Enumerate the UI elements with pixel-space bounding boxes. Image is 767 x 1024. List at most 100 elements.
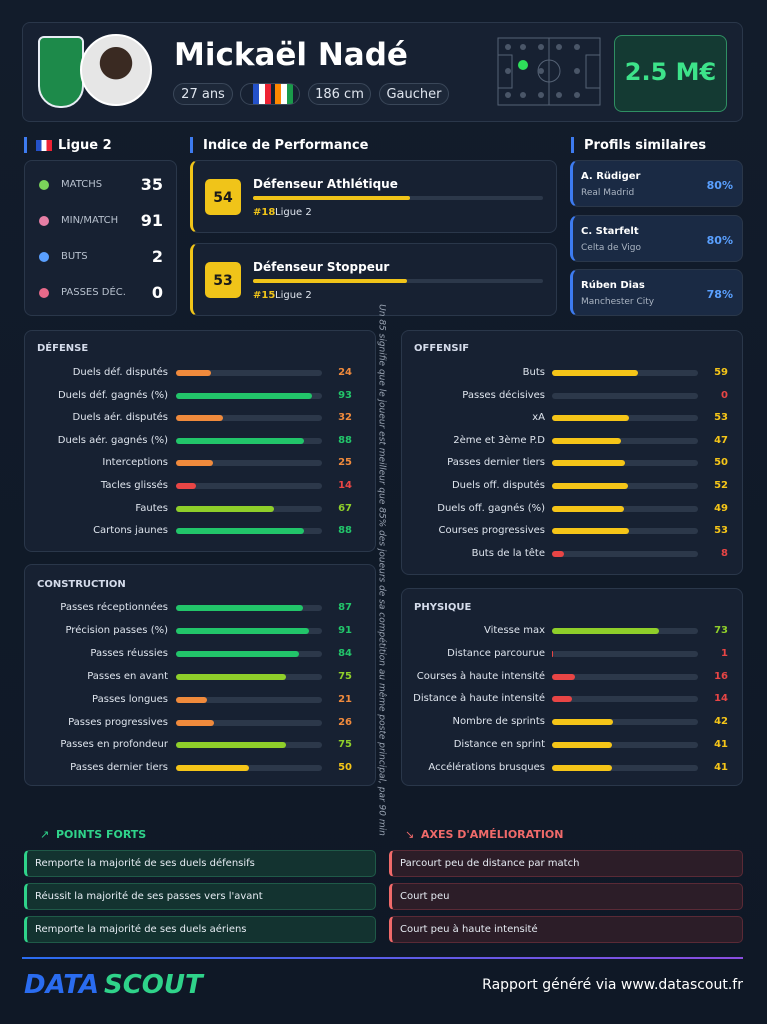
metric-value: 53 xyxy=(714,412,728,424)
metric-label: Passes dernier tiers xyxy=(447,457,545,469)
footer-text: Rapport généré via www.datascout.fr xyxy=(482,977,743,993)
metric-bar xyxy=(176,528,305,535)
metric-track xyxy=(176,415,322,422)
metric-value: 0 xyxy=(721,389,728,401)
metric-value: 32 xyxy=(338,412,352,424)
similar-card xyxy=(570,160,743,207)
metric-label: Passes en avant xyxy=(87,670,168,682)
similar-club: Manchester City xyxy=(581,297,655,307)
metric-value: 91 xyxy=(338,624,352,636)
metric-label: Passes réceptionnées xyxy=(60,602,168,613)
metric-track xyxy=(176,650,322,657)
metric-value: 41 xyxy=(714,739,728,750)
metric-bar xyxy=(552,415,630,422)
list-item xyxy=(389,850,743,877)
metric-track xyxy=(552,528,698,535)
perf-bar xyxy=(253,196,410,200)
metric-track xyxy=(176,528,322,535)
metric-label: Duels off. disputés xyxy=(451,480,545,491)
metric-label: Passes dernier tiers xyxy=(70,762,168,774)
metric-bar xyxy=(176,742,286,749)
stat-label: BUTS xyxy=(61,251,88,262)
metric-bar xyxy=(552,460,625,467)
metric-bar xyxy=(552,628,659,634)
similar-club: Celta de Vigo xyxy=(581,242,642,253)
metric-value: 50 xyxy=(714,457,728,469)
metric-label: Passes réussies xyxy=(90,647,168,659)
perf-bar xyxy=(253,279,407,283)
similar-club: Real Madrid xyxy=(581,188,635,198)
stat-icon xyxy=(39,216,49,226)
stat-card-title: CONSTRUCTION xyxy=(37,579,126,590)
metric-label: Duels aér. gagnés (%) xyxy=(57,434,168,446)
stat-label: PASSES DÉC. xyxy=(61,287,126,298)
metric-label: Duels déf. gagnés (%) xyxy=(57,389,168,401)
section-title: Ligue 2 xyxy=(58,138,112,153)
metric-bar xyxy=(552,719,614,726)
metric-label: Accélérations brusques xyxy=(428,761,545,773)
metric-value: 73 xyxy=(714,625,728,636)
metric-value: 25 xyxy=(338,457,352,469)
section-title: Profils similaires xyxy=(584,138,707,153)
metric-value: 26 xyxy=(338,716,352,728)
metric-label: Distance en sprint xyxy=(453,739,545,750)
metric-label: Passes longues xyxy=(92,693,168,705)
metric-track xyxy=(176,505,322,512)
metric-value: 50 xyxy=(338,762,352,774)
metric-bar xyxy=(176,437,305,444)
perf-track xyxy=(253,279,543,283)
perf-score: 54 xyxy=(213,190,233,206)
metric-bar xyxy=(552,505,624,512)
metric-label: Duels aér. disputés xyxy=(72,412,169,424)
metric-label: Cartons jaunes xyxy=(93,525,168,537)
metric-bar xyxy=(552,437,621,444)
metric-value: 21 xyxy=(338,693,352,705)
market-value: 2.5 M€ xyxy=(624,58,717,86)
metric-value: 52 xyxy=(714,480,728,491)
metric-value: 88 xyxy=(338,525,352,537)
metric-label: Passes en profondeur xyxy=(60,739,168,751)
list-text: Remporte la majorité de ses duels aérien… xyxy=(35,924,247,935)
metric-bar xyxy=(552,650,554,657)
metric-track xyxy=(552,696,698,703)
metric-bar xyxy=(176,483,197,489)
perf-name: Défenseur Athlétique xyxy=(253,177,398,191)
metric-track xyxy=(176,392,322,399)
metric-value: 84 xyxy=(338,647,352,659)
player-photo xyxy=(80,34,152,106)
player-name: Mickaël Nadé xyxy=(174,37,408,73)
metric-track xyxy=(552,415,698,422)
metric-label: Duels déf. disputés xyxy=(72,367,168,378)
stat-card-title: OFFENSIF xyxy=(414,343,470,354)
metric-bar xyxy=(552,696,573,703)
list-item xyxy=(389,916,743,943)
metric-track xyxy=(176,673,322,680)
stat-card-title: DÉFENSE xyxy=(37,343,89,354)
list-text: Parcourt peu de distance par match xyxy=(400,858,580,869)
metric-bar xyxy=(176,605,304,611)
metric-track xyxy=(552,673,698,680)
section-marker xyxy=(571,137,574,153)
metric-bar xyxy=(552,528,630,535)
metric-value: 75 xyxy=(338,670,352,682)
similar-match: 80% xyxy=(706,179,733,192)
metric-value: 14 xyxy=(338,480,352,491)
perf-score-box xyxy=(205,179,241,215)
metric-bar xyxy=(552,550,564,557)
list-icon: ↘ xyxy=(405,828,415,841)
metric-label: Interceptions xyxy=(102,457,168,469)
metric-track xyxy=(176,719,322,726)
metric-label: Passes progressives xyxy=(68,716,168,728)
metric-value: 53 xyxy=(714,525,728,537)
perf-score-box xyxy=(205,262,241,298)
metric-track xyxy=(552,628,698,634)
metric-track xyxy=(552,437,698,444)
stat-icon xyxy=(39,180,49,190)
metric-bar xyxy=(552,673,576,680)
divider xyxy=(22,957,743,959)
stat-label: MATCHS xyxy=(61,179,103,190)
metric-label: Précision passes (%) xyxy=(65,624,168,636)
metric-value: 14 xyxy=(714,693,728,705)
list-item xyxy=(24,883,376,910)
metric-track xyxy=(552,650,698,657)
